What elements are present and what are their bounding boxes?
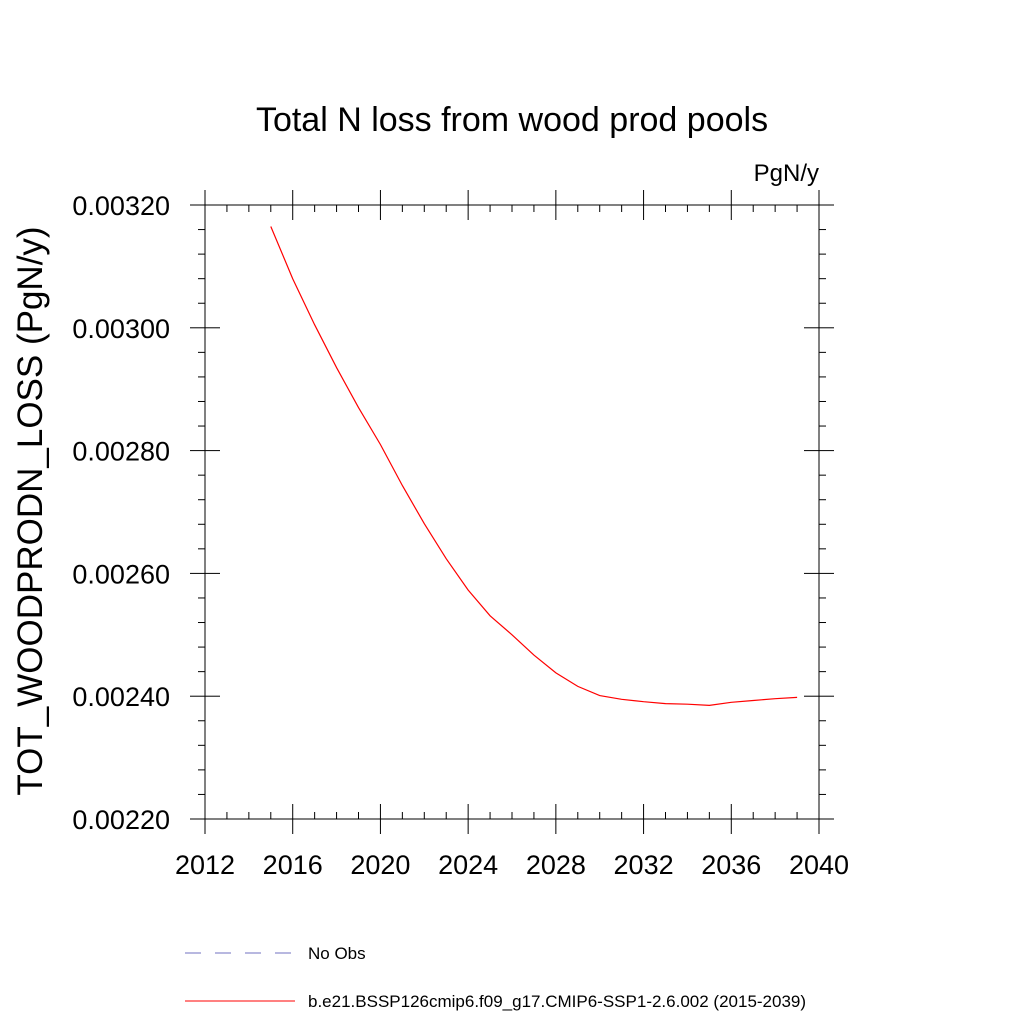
x-tick-label: 2032 <box>614 850 674 880</box>
axis-ticks: 2012 2016 2020 2024 2028 2032 2036 2040 0.00220 0… <box>72 190 849 880</box>
x-tick-label: 2040 <box>789 850 849 880</box>
x-tick-label: 2012 <box>175 850 235 880</box>
y-tick-label: 0.00240 <box>72 682 170 712</box>
y-tick-label: 0.00220 <box>72 805 170 835</box>
y-tick-label: 0.00260 <box>72 559 170 589</box>
legend-label: No Obs <box>308 944 366 963</box>
legend: No Obs b.e21.BSSP126cmip6.f09_g17.CMIP6-S… <box>185 944 806 1011</box>
y-axis-label: TOT_WOODPRODN_LOSS (PgN/y) <box>11 226 50 795</box>
x-tick-label: 2024 <box>438 850 498 880</box>
y-tick-label: 0.00300 <box>72 314 170 344</box>
series-layer <box>270 226 798 707</box>
x-tick-label: 2036 <box>701 850 761 880</box>
legend-label: b.e21.BSSP126cmip6.f09_g17.CMIP6-SSP1-2.… <box>308 992 806 1011</box>
chart-title: Total N loss from wood prod pools <box>256 101 768 139</box>
plot-frame <box>204 204 820 820</box>
units-label: PgN/y <box>754 160 819 187</box>
y-tick-label: 0.00280 <box>72 437 170 467</box>
x-tick-label: 2028 <box>526 850 586 880</box>
series-line <box>270 226 798 707</box>
y-tick-label: 0.00320 <box>72 191 170 221</box>
x-tick-label: 2020 <box>350 850 410 880</box>
x-tick-label: 2016 <box>263 850 323 880</box>
